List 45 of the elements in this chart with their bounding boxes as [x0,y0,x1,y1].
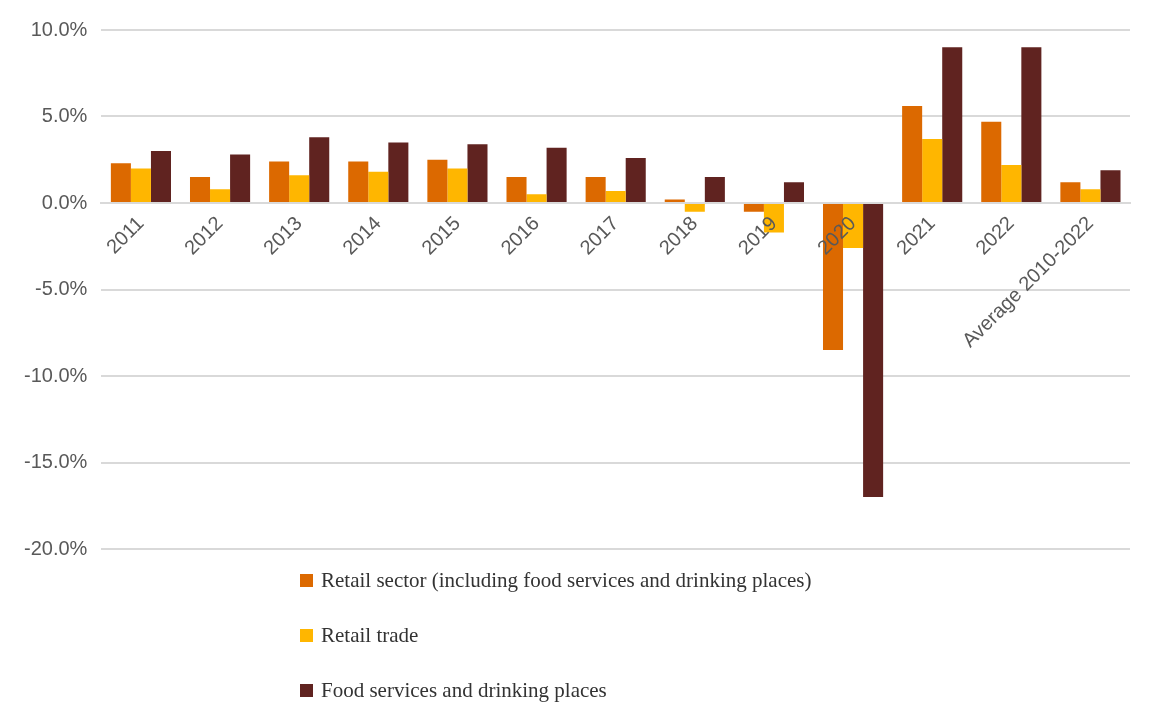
bar [684,204,705,212]
y-tick-label: -10.0% [23,363,88,386]
y-tick-label: 0.0% [41,190,88,213]
bar [625,158,646,202]
legend-label: Retail sector (including food services and drinking places) [321,568,812,593]
bar [605,190,626,202]
bar [110,163,131,202]
bar [1060,182,1081,202]
bar [1080,189,1101,202]
y-tick-label: -20.0% [23,536,88,559]
bar [388,142,409,202]
bar [368,171,389,202]
bar [309,137,330,202]
bar [289,175,310,202]
bar [863,204,884,498]
bar [348,161,369,202]
bar [1001,164,1022,202]
bar [230,154,251,202]
bar [130,168,151,202]
bar [526,194,547,202]
bar [922,138,943,202]
bar [150,151,171,202]
bar [189,177,211,202]
y-tick-label: -15.0% [23,450,88,473]
y-tick-label: 5.0% [41,104,88,127]
bar [546,147,567,202]
bar [427,159,448,202]
bar [506,177,527,202]
bar [783,182,804,202]
bar [447,168,468,202]
bar [902,106,923,202]
y-tick-label: 10.0% [30,17,88,40]
bar [981,121,1002,202]
bar [743,204,764,212]
bar [942,47,963,202]
bar [585,177,606,202]
y-tick-label: -5.0% [35,277,88,300]
bar [269,161,290,202]
bar [210,189,231,202]
legend-label: Food services and drinking places [321,678,607,703]
bar [1100,170,1121,202]
bar [467,144,488,202]
bar [704,177,725,202]
bar [1021,47,1042,202]
legend-label: Retail trade [321,623,419,648]
